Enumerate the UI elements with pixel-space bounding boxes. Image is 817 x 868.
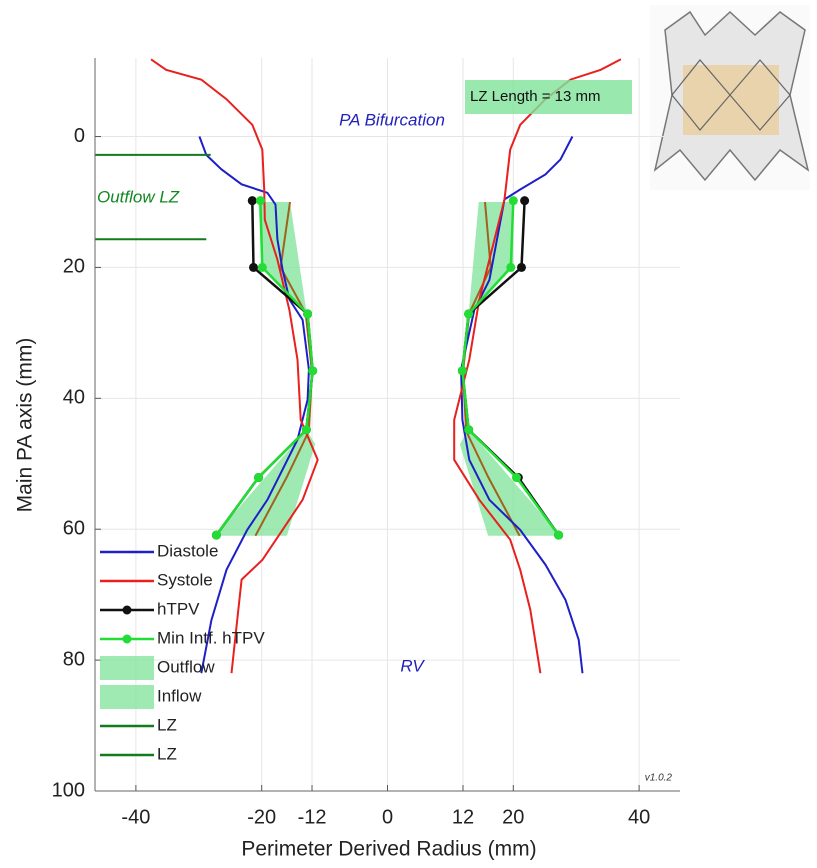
grid — [95, 58, 680, 791]
legend-marker — [123, 635, 132, 644]
annotation: PA Bifurcation — [339, 110, 445, 129]
y-tick-label: 80 — [63, 648, 85, 670]
legend-label: Inflow — [157, 686, 202, 705]
legend-label: Systole — [157, 570, 213, 589]
x-tick-label: 40 — [628, 806, 650, 828]
legend-swatch — [100, 685, 154, 709]
marker — [249, 263, 258, 272]
marker — [248, 196, 257, 205]
marker — [512, 473, 521, 482]
marker — [509, 196, 518, 205]
y-tick-label: 60 — [63, 517, 85, 539]
annotation: Outflow LZ — [97, 187, 180, 206]
y-tick-label: 100 — [52, 779, 85, 801]
x-tick-label: 0 — [382, 806, 393, 828]
stent-image — [650, 5, 810, 190]
marker — [254, 473, 263, 482]
x-tick-label: -12 — [298, 806, 327, 828]
axes: -40 -20 -12 0 12 20 40 0 20 40 60 80 100 Diastole Syst… — [52, 58, 680, 828]
x-axis-label: Perimeter Derived Radius (mm) — [241, 838, 536, 861]
line — [151, 59, 621, 673]
marker — [520, 196, 529, 205]
marker — [506, 263, 515, 272]
legend-marker — [123, 606, 132, 615]
x-tick-label: 20 — [502, 806, 524, 828]
marker — [258, 263, 267, 272]
x-tick-label: -40 — [121, 806, 150, 828]
annotation: v1.0.2 — [645, 773, 673, 784]
page: {"chart_data": { "type": "profile", "xla… — [0, 0, 817, 868]
legend-label: Min Intf. hTPV — [157, 628, 265, 647]
annotation: RV — [400, 656, 425, 675]
marker — [212, 531, 221, 540]
marker — [554, 531, 563, 540]
legend-label: LZ — [157, 744, 177, 763]
legend-label: Diastole — [157, 541, 218, 560]
marker — [464, 425, 473, 434]
y-axis-label: Main PA axis (mm) — [14, 338, 37, 513]
legend-swatch — [100, 656, 154, 680]
marker — [464, 309, 473, 318]
y-tick-label: 40 — [63, 387, 85, 409]
legend-label: hTPV — [157, 599, 200, 618]
legend-label: Outflow — [157, 657, 215, 676]
marker — [303, 309, 312, 318]
marker — [458, 366, 467, 375]
marker — [302, 425, 311, 434]
chart: -40 -20 -12 0 12 20 40 0 20 40 60 80 100 Diastole Syst… — [0, 0, 817, 868]
marker — [256, 196, 265, 205]
y-tick-label: 20 — [63, 256, 85, 278]
x-tick-label: -20 — [247, 806, 276, 828]
x-tick-label: 12 — [452, 806, 474, 828]
marker — [308, 366, 317, 375]
annotation: LZ Length = 13 mm — [470, 88, 601, 105]
legend-label: LZ — [157, 715, 177, 734]
y-tick-label: 0 — [74, 125, 85, 147]
marker — [517, 263, 526, 272]
